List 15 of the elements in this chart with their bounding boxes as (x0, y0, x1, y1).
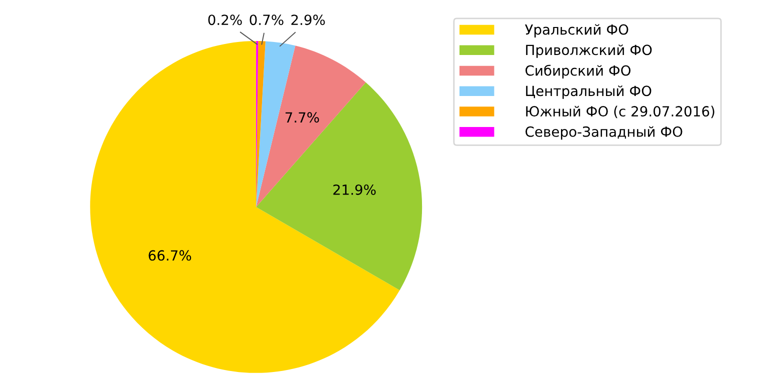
data-label: 0.2% (208, 14, 242, 26)
legend-label: Южный ФО (с 29.07.2016) (526, 106, 714, 118)
data-label: 7.7% (286, 112, 319, 123)
pie-slice (256, 82, 422, 290)
data-label: 66.7% (148, 250, 192, 261)
legend-label: Северо-Западный ФО (526, 126, 682, 140)
data-label: 2.9% (291, 14, 325, 26)
legend-label: Приволжский ФО (526, 44, 652, 58)
legend-label: Центральный ФО (526, 85, 652, 99)
data-label: 21.9% (333, 184, 376, 195)
pie-slice (256, 40, 266, 207)
legend-label: Уральский ФО (524, 24, 628, 38)
legend-label: Сибирский ФО (526, 64, 630, 78)
pie-slice (90, 40, 400, 373)
data-label: 0.7% (250, 14, 284, 26)
